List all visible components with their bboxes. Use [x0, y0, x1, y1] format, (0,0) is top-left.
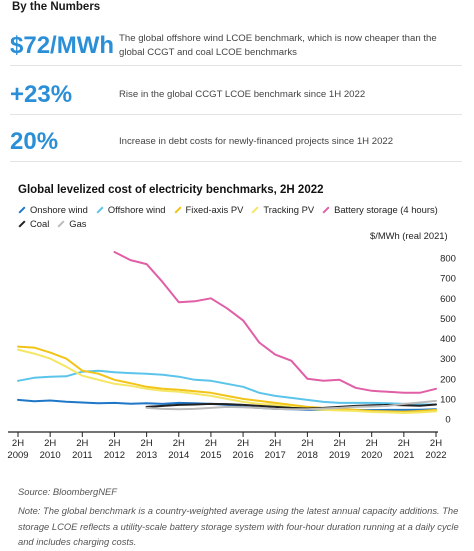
legend-swatch [173, 205, 182, 214]
chart-note: Note: The global benchmark is a country-… [18, 505, 459, 547]
legend-item: Offshore wind [96, 204, 166, 215]
y-tick-label: 0 [445, 415, 450, 426]
x-tick-label: 2H [173, 438, 185, 449]
chart-title: Global levelized cost of electricity ben… [18, 184, 324, 196]
y-tick-label: 100 [440, 394, 456, 405]
stat-row: +23% Rise in the global CCGT LCOE benchm… [10, 76, 462, 115]
x-tick-label: 2H [398, 438, 410, 449]
y-tick-label: 400 [440, 334, 456, 345]
y-tick-label: 500 [440, 314, 456, 325]
legend-label: Battery storage (4 hours) [334, 204, 438, 215]
x-tick-label: 2H [205, 438, 217, 449]
legend-item: Coal [18, 218, 49, 229]
y-axis-unit-label: $/MWh (real 2021) [370, 230, 448, 241]
y-tick-label: 300 [440, 354, 456, 365]
stat-description: Rise in the global CCGT LCOE benchmark s… [119, 89, 366, 100]
x-tick-label: 2018 [297, 450, 318, 461]
legend-item: Fixed-axis PV [173, 204, 244, 215]
stat-description: Increase in debt costs for newly-finance… [119, 136, 394, 147]
x-tick-label: 2010 [40, 450, 61, 461]
x-tick-label: 2015 [200, 450, 221, 461]
legend-swatch [18, 205, 26, 214]
y-tick-label: 700 [440, 274, 456, 285]
x-tick-label: 2009 [7, 450, 28, 461]
legend-item: Onshore wind [18, 204, 88, 215]
x-tick-label: 2H [44, 438, 56, 449]
stat-description: The global offshore wind LCOE benchmark,… [119, 33, 437, 58]
stat-row: 20% Increase in debt costs for newly-fin… [10, 123, 462, 162]
legend-item: Gas [57, 218, 86, 229]
legend-swatch [251, 205, 259, 214]
x-tick-label: 2016 [233, 450, 254, 461]
legend-swatch [18, 219, 26, 228]
stat-row: $72/MWh The global offshore wind LCOE be… [10, 27, 462, 66]
series-line-gas [145, 399, 437, 411]
x-tick-label: 2013 [136, 450, 157, 461]
stat-value: +23% [10, 81, 73, 108]
line-chart: 01002003004005006007008002H20092H20102H2… [7, 251, 456, 461]
legend-label: Fixed-axis PV [185, 204, 244, 215]
stat-value: $72/MWh [10, 32, 115, 59]
x-tick-label: 2H [76, 438, 88, 449]
series-line-tracking-pv [17, 348, 437, 414]
legend-label: Tracking PV [263, 204, 315, 215]
series-line-fixed-axis-pv [17, 345, 437, 413]
x-tick-label: 2H [237, 438, 249, 449]
chart-legend: Onshore wind Offshore wind Fixed-axis PV Tr… [18, 203, 468, 231]
x-tick-label: 2014 [168, 450, 189, 461]
legend-swatch [322, 205, 330, 214]
x-tick-label: 2017 [265, 450, 286, 461]
y-tick-label: 800 [440, 254, 456, 265]
x-tick-label: 2H [430, 438, 442, 449]
section-title: By the Numbers [12, 1, 101, 13]
x-tick-label: 2021 [393, 450, 414, 461]
stat-value: 20% [10, 128, 59, 155]
x-tick-label: 2H [333, 438, 345, 449]
y-tick-label: 600 [440, 294, 456, 305]
x-tick-label: 2H [301, 438, 313, 449]
x-tick-label: 2011 [72, 450, 92, 461]
legend-swatch [96, 205, 104, 214]
series-line-battery-storage-4-hours [113, 251, 437, 394]
x-tick-label: 2H [12, 438, 24, 449]
x-tick-label: 2022 [425, 450, 446, 461]
chart-source: Source: BloombergNEF [18, 486, 118, 497]
legend-label: Onshore wind [30, 204, 88, 215]
legend-label: Gas [69, 218, 87, 229]
legend-swatch [57, 219, 65, 228]
x-tick-label: 2020 [361, 450, 382, 461]
x-tick-label: 2012 [104, 450, 125, 461]
legend-label: Offshore wind [107, 204, 166, 215]
x-tick-label: 2H [269, 438, 281, 449]
x-tick-label: 2H [366, 438, 378, 449]
x-tick-label: 2019 [329, 450, 350, 461]
legend-label: Coal [30, 218, 50, 229]
x-tick-label: 2H [108, 438, 120, 449]
x-tick-label: 2H [141, 438, 153, 449]
legend-item: Battery storage (4 hours) [322, 204, 438, 215]
legend-item: Tracking PV [251, 204, 314, 215]
y-tick-label: 200 [440, 374, 456, 385]
